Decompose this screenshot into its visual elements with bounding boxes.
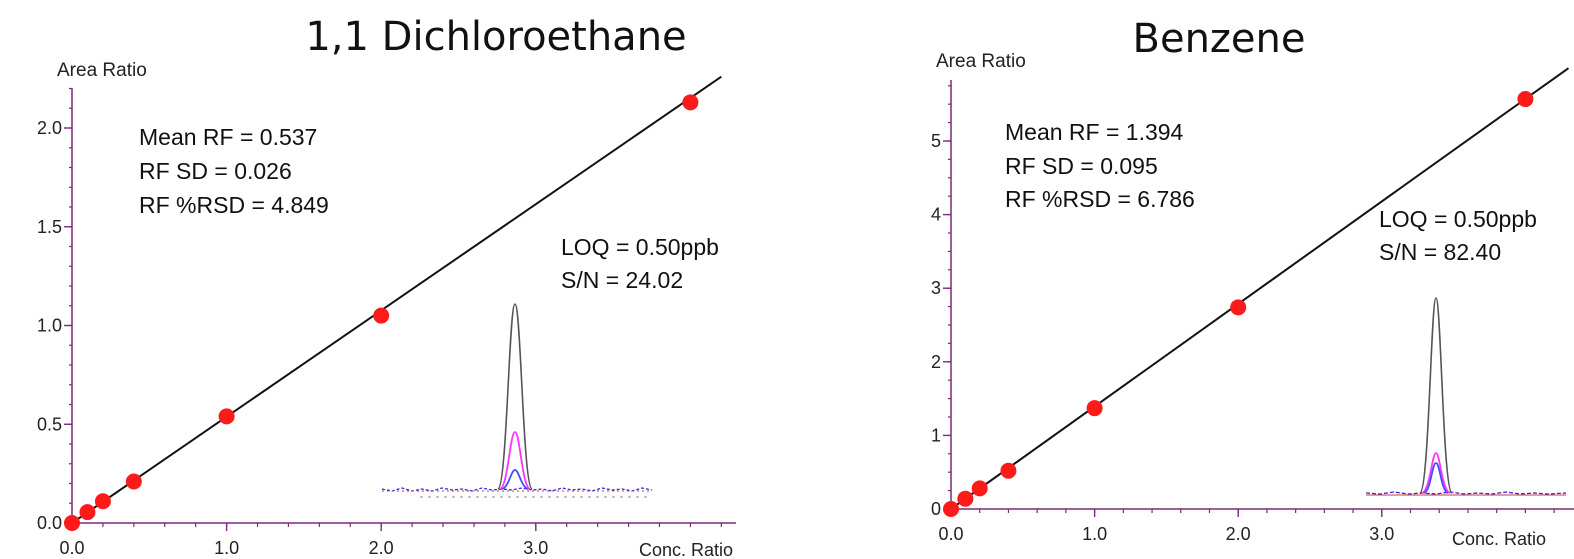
y-axis-label: Area Ratio — [936, 51, 1026, 72]
data-point — [219, 408, 235, 424]
x-tick-label: 1.0 — [214, 538, 239, 558]
data-point — [1517, 91, 1533, 107]
y-tick-label: 2.0 — [37, 118, 62, 138]
data-point — [972, 480, 988, 496]
chromatogram-baseline-blue — [1366, 492, 1566, 494]
y-tick-label: 4 — [931, 205, 941, 225]
stat-rf-rsd: RF %RSD = 6.786 — [1005, 186, 1195, 212]
x-tick-label: 3.0 — [1369, 524, 1394, 544]
x-axis-label: Conc. Ratio — [639, 540, 733, 559]
x-ticks: 0.0 1.0 2.0 3.0 — [59, 523, 548, 558]
x-tick-label: 2.0 — [1226, 524, 1251, 544]
loq-value: LOQ = 0.50ppb — [1379, 206, 1537, 232]
chart-panel-dichloroethane: 1,1 Dichloroethane Area Ratio Conc. Rati… — [37, 14, 736, 559]
y-axis-label: Area Ratio — [57, 60, 147, 81]
stat-rf-rsd: RF %RSD = 4.849 — [139, 192, 329, 218]
loq-annotation: LOQ = 0.50ppb S/N = 82.40 — [1379, 206, 1537, 265]
chart-title: Benzene — [1133, 16, 1306, 62]
chart-panel-benzene: Benzene Area Ratio Conc. Ratio 0 1 2 3 4 5 0.… — [931, 16, 1574, 549]
chart-title: 1,1 Dichloroethane — [305, 14, 686, 60]
stat-rf-sd: RF SD = 0.095 — [1005, 153, 1158, 179]
data-point — [79, 504, 95, 520]
x-tick-label: 1.0 — [1082, 524, 1107, 544]
chromatogram-peak-blue — [1424, 463, 1448, 493]
minor-ticks — [69, 89, 721, 528]
y-tick-label: 3 — [931, 278, 941, 298]
data-point — [95, 493, 111, 509]
data-point — [943, 501, 959, 517]
stat-mean-rf: Mean RF = 1.394 — [1005, 119, 1184, 145]
x-tick-label: 0.0 — [59, 538, 84, 558]
data-point — [957, 491, 973, 507]
y-tick-label: 1.0 — [37, 316, 62, 336]
y-tick-label: 1 — [931, 425, 941, 445]
inset-chromatogram — [382, 304, 652, 497]
data-point — [126, 474, 142, 490]
signal-to-noise: S/N = 24.02 — [561, 267, 683, 293]
x-tick-label: 3.0 — [523, 538, 548, 558]
inset-chromatogram — [1366, 298, 1566, 495]
x-axis-label: Conc. Ratio — [1452, 529, 1546, 549]
y-ticks: 0.0 0.5 1.0 1.5 2.0 — [37, 118, 72, 533]
y-tick-label: 0.5 — [37, 414, 62, 434]
y-tick-label: 2 — [931, 352, 941, 372]
chromatogram-peak-black — [498, 304, 532, 489]
data-point — [373, 308, 389, 324]
x-tick-label: 0.0 — [938, 524, 963, 544]
data-point — [1000, 463, 1016, 479]
data-point — [1230, 299, 1246, 315]
stat-rf-sd: RF SD = 0.026 — [139, 158, 292, 184]
y-tick-label: 1.5 — [37, 217, 62, 237]
y-ticks: 0 1 2 3 4 5 — [931, 131, 951, 519]
x-ticks: 0.0 1.0 2.0 3.0 — [938, 509, 1394, 544]
y-tick-label: 0.0 — [37, 513, 62, 533]
loq-annotation: LOQ = 0.50ppb S/N = 24.02 — [561, 234, 719, 293]
y-tick-label: 5 — [931, 131, 941, 151]
stat-mean-rf: Mean RF = 0.537 — [139, 124, 317, 150]
stats-annotation: Mean RF = 0.537 RF SD = 0.026 RF %RSD = … — [139, 124, 329, 218]
minor-ticks — [948, 86, 1554, 513]
signal-to-noise: S/N = 82.40 — [1379, 239, 1501, 265]
data-point — [64, 515, 80, 531]
data-point — [1087, 400, 1103, 416]
y-tick-label: 0 — [931, 499, 941, 519]
loq-value: LOQ = 0.50ppb — [561, 234, 719, 260]
data-point — [682, 94, 698, 110]
x-tick-label: 2.0 — [369, 538, 394, 558]
stats-annotation: Mean RF = 1.394 RF SD = 0.095 RF %RSD = … — [1005, 119, 1195, 212]
